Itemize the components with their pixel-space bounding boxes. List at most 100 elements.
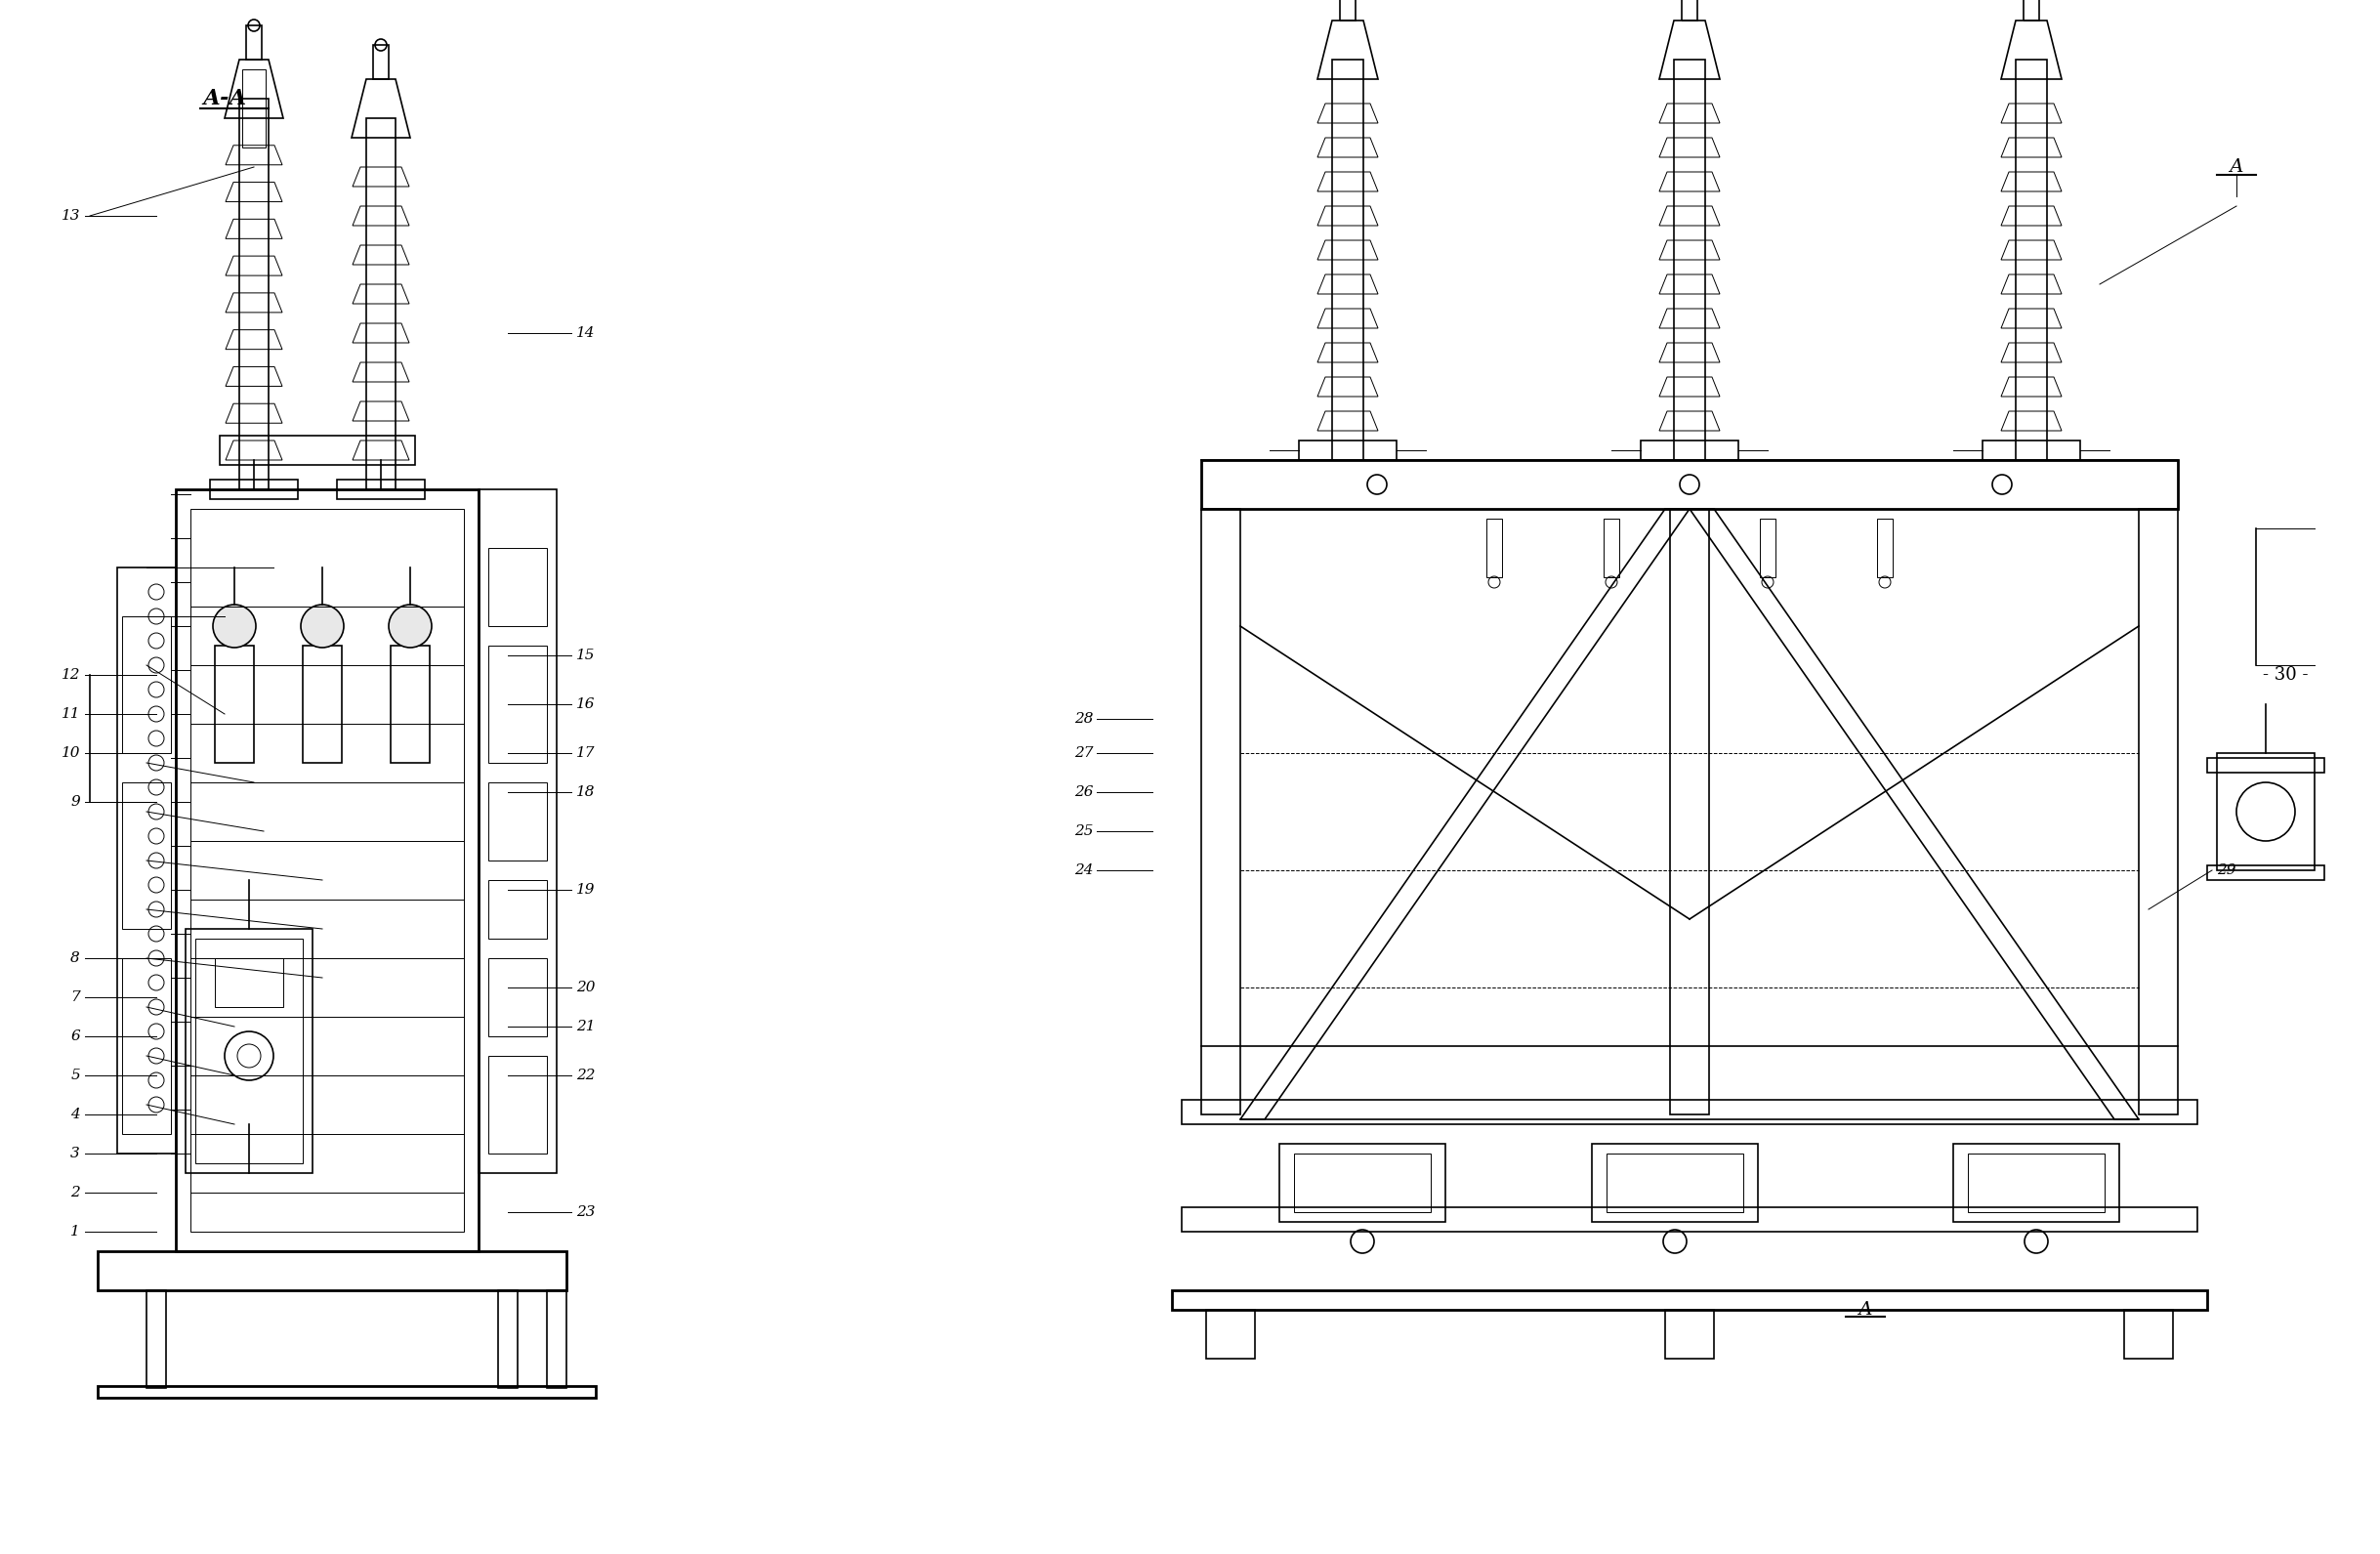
Bar: [1202, 508, 1240, 1114]
Bar: [1183, 1207, 2197, 1232]
Text: 12: 12: [62, 668, 81, 682]
Text: 25: 25: [1076, 824, 1095, 838]
Bar: [488, 645, 547, 763]
Text: 10: 10: [62, 746, 81, 760]
Bar: [1340, 0, 1357, 20]
Text: 3: 3: [71, 1147, 81, 1161]
Bar: [214, 645, 255, 763]
Text: 23: 23: [576, 1206, 595, 1218]
Text: 8: 8: [71, 951, 81, 965]
Bar: [1968, 1153, 2104, 1212]
Bar: [1954, 1144, 2118, 1221]
Text: - 30 -: - 30 -: [2263, 667, 2309, 684]
Bar: [488, 782, 547, 861]
Bar: [1671, 508, 1709, 1114]
Bar: [488, 1055, 547, 1153]
Bar: [117, 567, 176, 1153]
Bar: [219, 435, 414, 465]
Bar: [186, 929, 312, 1173]
Bar: [2123, 1310, 2173, 1358]
Text: 29: 29: [2216, 864, 2235, 876]
Text: 4: 4: [71, 1108, 81, 1122]
Bar: [1488, 519, 1502, 577]
Bar: [1640, 440, 1737, 460]
Bar: [1207, 1310, 1254, 1358]
Bar: [1759, 519, 1775, 577]
Text: 11: 11: [62, 707, 81, 721]
Bar: [1666, 1310, 1714, 1358]
Text: 17: 17: [576, 746, 595, 760]
Bar: [390, 645, 431, 763]
Text: 28: 28: [1076, 712, 1095, 726]
Bar: [98, 1386, 595, 1397]
Bar: [302, 645, 343, 763]
Text: 20: 20: [576, 981, 595, 995]
Circle shape: [212, 605, 257, 648]
Text: 21: 21: [576, 1019, 595, 1033]
Bar: [1604, 519, 1618, 577]
Bar: [497, 1290, 516, 1388]
Bar: [2016, 59, 2047, 460]
Bar: [121, 959, 171, 1134]
Bar: [1607, 1153, 1742, 1212]
Text: 26: 26: [1076, 785, 1095, 799]
Bar: [98, 1251, 566, 1290]
Bar: [1333, 59, 1364, 460]
Bar: [338, 480, 424, 499]
Text: 24: 24: [1076, 864, 1095, 876]
Bar: [1592, 1144, 1759, 1221]
Bar: [176, 490, 478, 1251]
Bar: [2140, 508, 2178, 1114]
Circle shape: [388, 605, 431, 648]
Bar: [209, 480, 298, 499]
Bar: [245, 25, 262, 59]
Text: 15: 15: [576, 648, 595, 662]
Text: 19: 19: [576, 883, 595, 897]
Circle shape: [300, 605, 343, 648]
Text: 16: 16: [576, 698, 595, 712]
Bar: [488, 959, 547, 1037]
Bar: [1280, 1144, 1445, 1221]
Text: 14: 14: [576, 326, 595, 340]
Bar: [195, 939, 302, 1164]
Bar: [190, 508, 464, 1232]
Bar: [488, 549, 547, 626]
Bar: [1202, 460, 2178, 508]
Bar: [374, 45, 388, 79]
Text: А-А: А-А: [202, 89, 248, 109]
Bar: [240, 98, 269, 490]
Bar: [148, 1290, 167, 1388]
Text: 1: 1: [71, 1225, 81, 1239]
Text: 5: 5: [71, 1069, 81, 1082]
Bar: [1299, 440, 1397, 460]
Bar: [1983, 440, 2080, 460]
Text: 27: 27: [1076, 746, 1095, 760]
Bar: [488, 880, 547, 939]
Bar: [1171, 1290, 2206, 1310]
Text: 22: 22: [576, 1069, 595, 1082]
Bar: [1295, 1153, 1430, 1212]
Text: 9: 9: [71, 796, 81, 808]
Bar: [2023, 0, 2040, 20]
Text: 6: 6: [71, 1029, 81, 1043]
Bar: [243, 70, 267, 148]
Text: А: А: [2230, 159, 2244, 176]
Text: 18: 18: [576, 785, 595, 799]
Bar: [1673, 59, 1704, 460]
Bar: [1878, 519, 1892, 577]
Bar: [367, 118, 395, 490]
Text: 7: 7: [71, 990, 81, 1004]
Bar: [478, 490, 557, 1173]
Bar: [121, 782, 171, 929]
Bar: [2216, 754, 2316, 870]
Bar: [121, 617, 171, 754]
Bar: [1683, 0, 1697, 20]
Bar: [2206, 758, 2325, 772]
Bar: [2206, 866, 2325, 880]
Text: 13: 13: [62, 210, 81, 222]
Bar: [214, 959, 283, 1007]
Text: А: А: [1859, 1301, 1873, 1319]
Bar: [1183, 1100, 2197, 1124]
Text: 2: 2: [71, 1186, 81, 1200]
Bar: [547, 1290, 566, 1388]
